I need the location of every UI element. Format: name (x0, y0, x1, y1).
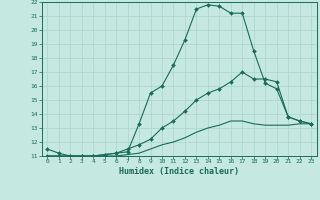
X-axis label: Humidex (Indice chaleur): Humidex (Indice chaleur) (119, 167, 239, 176)
